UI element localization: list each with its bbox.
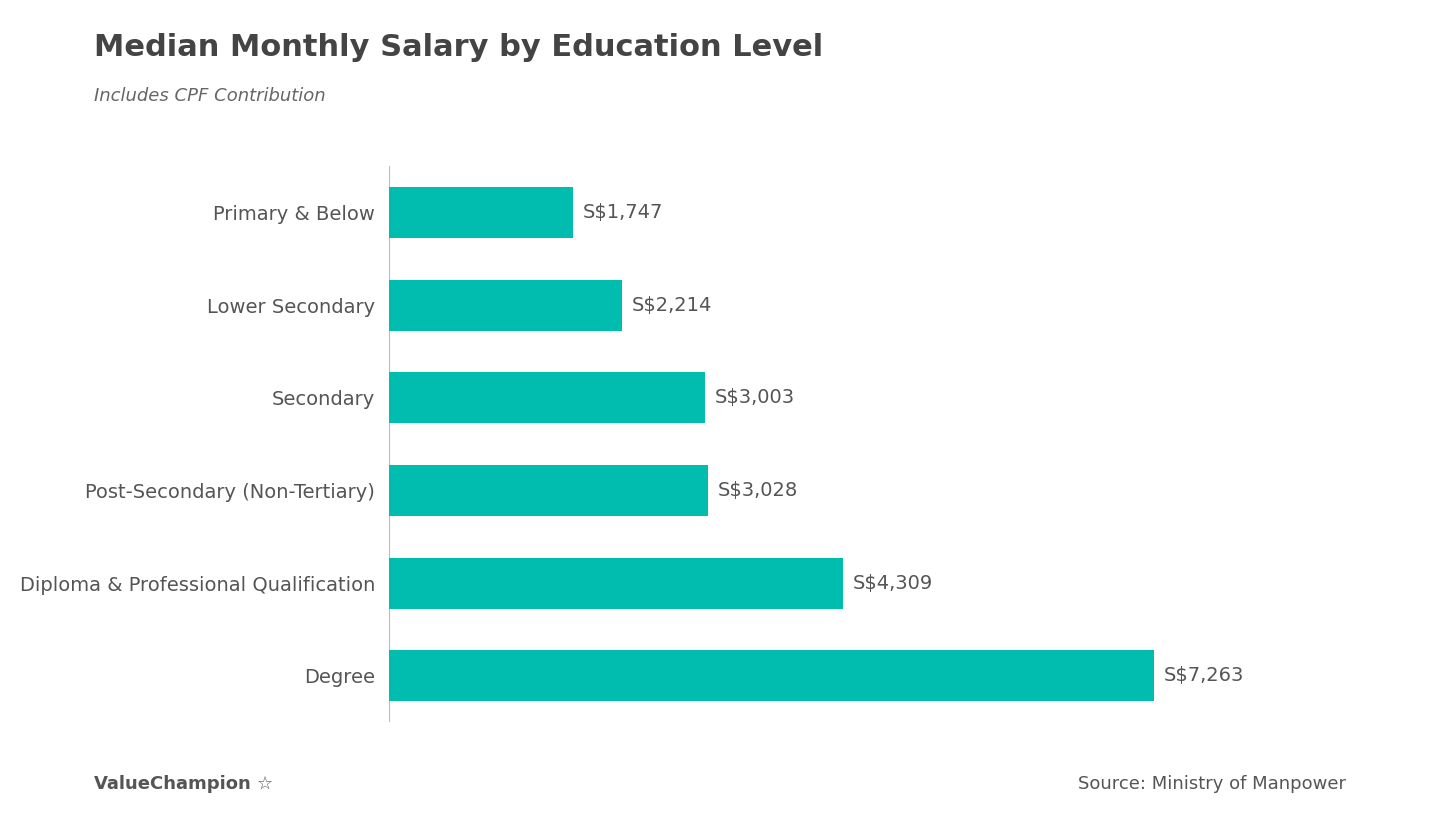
Bar bbox=[389, 280, 622, 330]
Text: ValueChampion ☆: ValueChampion ☆ bbox=[94, 774, 272, 793]
Text: Includes CPF Contribution: Includes CPF Contribution bbox=[94, 87, 325, 105]
Text: S$3,003: S$3,003 bbox=[714, 388, 795, 408]
Text: S$7,263: S$7,263 bbox=[1164, 666, 1244, 686]
Bar bbox=[389, 372, 706, 423]
Bar bbox=[389, 558, 842, 608]
Text: Median Monthly Salary by Education Level: Median Monthly Salary by Education Level bbox=[94, 33, 822, 62]
Text: S$4,309: S$4,309 bbox=[852, 574, 933, 593]
Text: Source: Ministry of Manpower: Source: Ministry of Manpower bbox=[1079, 774, 1346, 793]
Bar bbox=[389, 187, 573, 238]
Bar bbox=[389, 650, 1153, 701]
Text: S$1,747: S$1,747 bbox=[582, 203, 662, 222]
Bar bbox=[389, 465, 708, 516]
Text: S$2,214: S$2,214 bbox=[632, 295, 711, 315]
Text: S$3,028: S$3,028 bbox=[717, 481, 798, 500]
